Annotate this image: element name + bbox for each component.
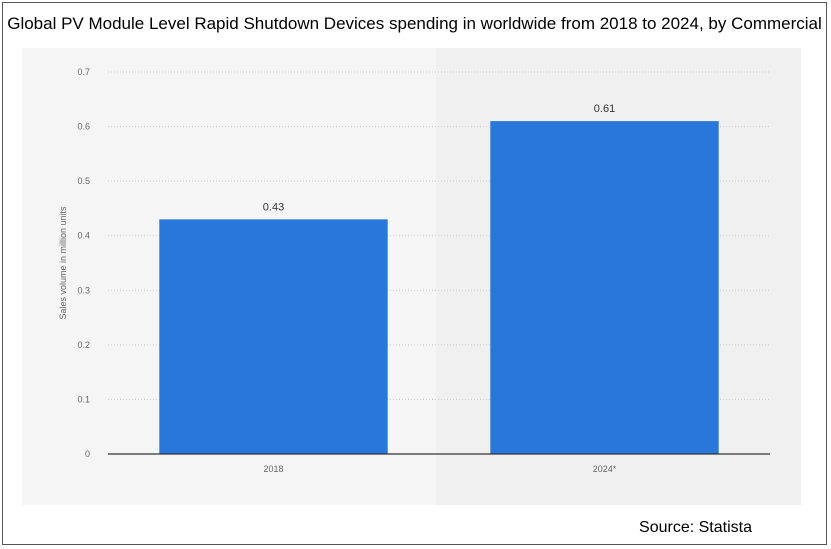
bar-2018[interactable] <box>159 219 388 454</box>
y-axis-ticks: 0 0.1 0.2 0.3 0.4 0.5 0.6 0.7 <box>77 67 90 459</box>
y-tick-label: 0.5 <box>77 176 90 186</box>
y-tick-label: 0 <box>85 449 90 459</box>
chart-title: Global PV Module Level Rapid Shutdown De… <box>7 14 822 33</box>
y-tick-label: 0.6 <box>77 122 90 132</box>
chart-area: 0 0.1 0.2 0.3 0.4 0.5 0.6 0.7 0.43 0.61 2018 2024… <box>22 48 801 505</box>
x-tick-label: 2018 <box>263 464 283 474</box>
y-tick-label: 0.3 <box>77 285 90 295</box>
x-axis-ticks: 2018 2024* <box>263 464 616 474</box>
bar-2024[interactable] <box>490 121 719 454</box>
y-axis-label: Sales volume in million units <box>58 206 68 320</box>
data-label: 0.43 <box>263 201 284 213</box>
bars <box>159 121 719 454</box>
source-note: Source: Statista <box>639 519 752 536</box>
y-tick-label: 0.1 <box>77 394 90 404</box>
x-tick-label: 2024* <box>593 464 617 474</box>
y-tick-label: 0.7 <box>77 67 90 77</box>
y-tick-label: 0.2 <box>77 340 90 350</box>
bar-chart: 0 0.1 0.2 0.3 0.4 0.5 0.6 0.7 0.43 0.61 2018 2024… <box>58 48 801 505</box>
data-labels: 0.43 0.61 <box>263 103 615 213</box>
data-label: 0.61 <box>594 103 615 115</box>
gridlines <box>108 71 770 400</box>
y-tick-label: 0.4 <box>77 231 90 241</box>
